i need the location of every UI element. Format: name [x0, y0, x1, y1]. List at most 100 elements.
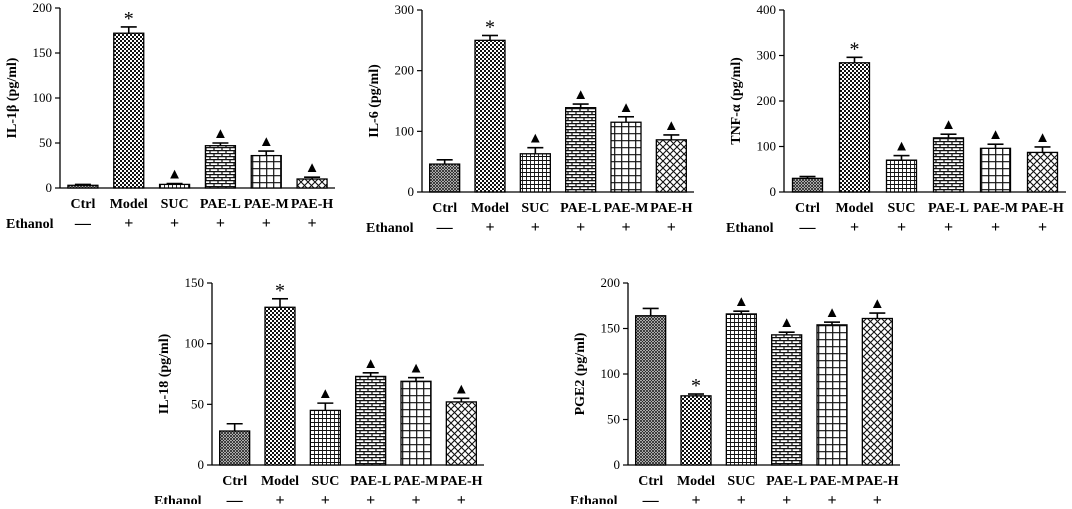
significance-triangle: ▲	[779, 315, 794, 331]
y-tick-label: 50	[39, 135, 52, 150]
bar	[680, 395, 712, 466]
y-tick-label: 200	[601, 275, 621, 290]
bar	[429, 163, 461, 193]
ethanol-plus-sign: +	[457, 492, 466, 504]
il1b-chart-svg: 0 50 100 150 200 IL-1β (pg/ml) Ctrl — * Model + ▲ SU…	[5, 0, 335, 232]
ethanol-plus-sign: +	[1038, 219, 1047, 236]
significance-triangle: ▲	[213, 126, 228, 142]
significance-asterisk: *	[124, 8, 134, 30]
category-label: PAE-H	[650, 201, 693, 216]
category-label: Model	[835, 201, 873, 216]
bar	[250, 154, 282, 189]
tnfa-chart-svg: 0 100 200 300 400 TNF-α (pg/ml) Ctrl — * Model + ▲ S…	[726, 2, 1066, 236]
category-label: PAE-M	[394, 474, 439, 489]
bar	[979, 147, 1012, 193]
significance-triangle: ▲	[409, 361, 424, 377]
category-label: Ctrl	[795, 201, 820, 216]
bar	[635, 315, 667, 466]
category-label: PAE-H	[856, 474, 899, 489]
tnfa-chart-panel: 0 100 200 300 400 TNF-α (pg/ml) Ctrl — * Model + ▲ S…	[722, 0, 1072, 240]
y-tick-label: 100	[185, 336, 205, 351]
significance-triangle: ▲	[363, 356, 378, 372]
category-label: SUC	[161, 197, 189, 212]
bar	[400, 380, 432, 466]
bar	[204, 145, 237, 189]
y-tick-label: 0	[408, 184, 415, 199]
ethanol-plus-sign: +	[262, 215, 271, 232]
category-label: PAE-L	[560, 201, 601, 216]
y-tick-label: 200	[33, 0, 53, 15]
ethanol-plus-sign: +	[124, 215, 133, 232]
significance-triangle: ▲	[870, 296, 885, 312]
ethanol-plus-sign: +	[411, 492, 420, 504]
bar	[158, 183, 191, 189]
category-label: SUC	[311, 474, 339, 489]
y-tick-label: 100	[601, 366, 621, 381]
y-axis-label: TNF-α (pg/ml)	[729, 57, 744, 145]
ethanol-plus-sign: +	[737, 492, 746, 504]
significance-triangle: ▲	[305, 160, 320, 176]
y-tick-label: 0	[770, 184, 777, 199]
y-axis-label: IL-6 (pg/ml)	[367, 64, 382, 138]
bar	[791, 177, 824, 193]
ethanol-plus-sign: +	[366, 492, 375, 504]
category-label: PAE-L	[200, 197, 241, 212]
category-label: Ctrl	[432, 201, 457, 216]
ethanol-plus-sign: +	[827, 492, 836, 504]
significance-triangle: ▲	[988, 127, 1003, 143]
y-tick-label: 150	[185, 275, 205, 290]
significance-triangle: ▲	[167, 167, 182, 183]
significance-triangle: ▲	[894, 139, 909, 155]
category-label: PAE-H	[440, 474, 483, 489]
bar	[771, 334, 803, 466]
significance-triangle: ▲	[734, 294, 749, 310]
ethanol-plus-sign: +	[691, 492, 700, 504]
il6-chart-panel: 0 100 200 300 IL-6 (pg/ml) Ctrl — * Model + ▲ SUC + ▲…	[362, 0, 702, 240]
ethanol-label: Ethanol	[570, 494, 618, 504]
ethanol-plus-sign: +	[667, 219, 676, 236]
ethanol-minus-sign: —	[226, 492, 244, 504]
ethanol-plus-sign: +	[170, 215, 179, 232]
significance-triangle: ▲	[619, 100, 634, 116]
bar	[219, 430, 251, 466]
bar	[932, 137, 965, 193]
pge2-chart-panel: 0 50 100 150 200 PGE2 (pg/ml) Ctrl — * Model + ▲ SUC…	[566, 262, 906, 509]
y-tick-label: 0	[46, 180, 53, 195]
y-tick-label: 50	[607, 412, 620, 427]
category-label: Ctrl	[638, 474, 663, 489]
y-tick-label: 200	[757, 93, 777, 108]
y-tick-label: 100	[757, 139, 777, 154]
ethanol-plus-sign: +	[576, 219, 585, 236]
il18-chart-panel: 0 50 100 150 IL-18 (pg/ml) Ctrl — * Model + ▲ SUC + ▲…	[150, 262, 490, 509]
category-label: Ctrl	[222, 474, 247, 489]
bar	[355, 375, 387, 466]
bar	[838, 62, 871, 193]
significance-triangle: ▲	[941, 117, 956, 133]
bar	[610, 121, 642, 193]
ethanol-plus-sign: +	[991, 219, 1000, 236]
category-label: PAE-H	[291, 197, 334, 212]
significance-triangle: ▲	[664, 118, 679, 134]
ethanol-plus-sign: +	[897, 219, 906, 236]
significance-triangle: ▲	[259, 134, 274, 150]
category-label: PAE-H	[1021, 201, 1064, 216]
significance-asterisk: *	[691, 375, 701, 397]
il18-chart-svg: 0 50 100 150 IL-18 (pg/ml) Ctrl — * Model + ▲ SUC + ▲…	[154, 275, 484, 509]
y-tick-label: 300	[395, 2, 415, 17]
category-label: SUC	[521, 201, 549, 216]
y-tick-label: 200	[395, 63, 415, 78]
significance-triangle: ▲	[1035, 130, 1050, 146]
significance-triangle: ▲	[573, 87, 588, 103]
ethanol-label: Ethanol	[366, 221, 414, 236]
category-label: SUC	[887, 201, 915, 216]
y-tick-label: 400	[757, 2, 777, 17]
bar	[113, 32, 145, 189]
pge2-chart-svg: 0 50 100 150 200 PGE2 (pg/ml) Ctrl — * Model + ▲ SUC…	[570, 275, 900, 509]
category-label: SUC	[727, 474, 755, 489]
il1b-chart-panel: 0 50 100 150 200 IL-1β (pg/ml) Ctrl — * Model + ▲ SU…	[0, 0, 340, 240]
category-label: Model	[471, 201, 509, 216]
y-tick-label: 150	[33, 45, 53, 60]
y-tick-label: 300	[757, 48, 777, 63]
bar	[565, 107, 597, 193]
category-label: PAE-M	[973, 201, 1018, 216]
